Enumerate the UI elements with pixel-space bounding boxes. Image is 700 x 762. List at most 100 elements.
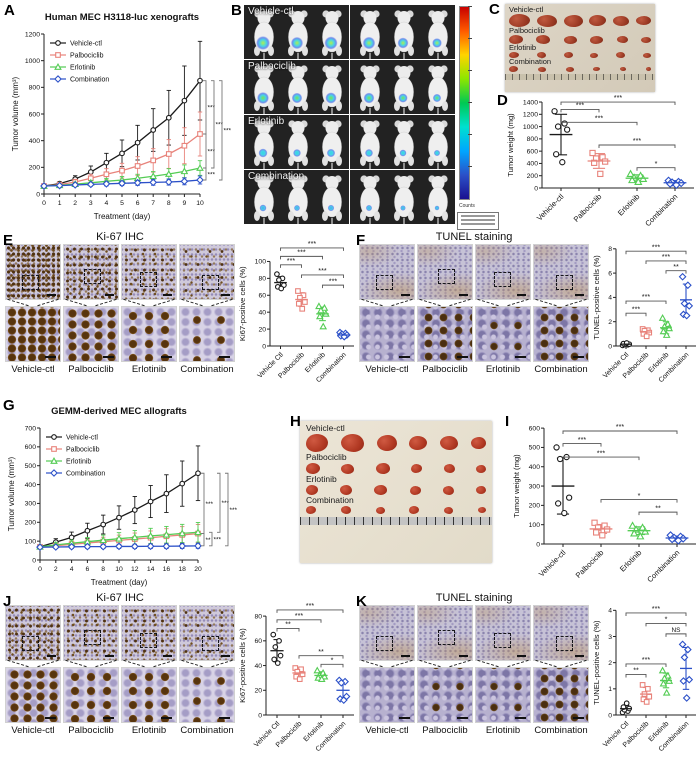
- svg-text:200: 200: [29, 165, 41, 172]
- zoom-connector-lines: [360, 298, 414, 307]
- histology-lowmag-image: [63, 605, 119, 661]
- tumor-specimen: [616, 36, 628, 43]
- panel-k-label: K: [356, 593, 367, 610]
- zoom-region-box: [140, 272, 157, 287]
- histology-lowmag-image: [359, 605, 415, 661]
- tumor-specimen: [563, 35, 577, 44]
- svg-text:0: 0: [262, 343, 266, 350]
- svg-text:3: 3: [608, 634, 612, 641]
- tumor-specimen: [536, 14, 557, 27]
- svg-text:0: 0: [608, 712, 612, 719]
- tumor-specimen: [616, 52, 626, 58]
- treatment-label: Palbociclib: [422, 364, 468, 375]
- panel-k-title: TUNEL staining: [435, 592, 513, 604]
- svg-text:0: 0: [536, 541, 540, 548]
- color-scale-info-box: [457, 212, 499, 230]
- ruler: [300, 517, 492, 525]
- panel-j-title: Ki-67 IHC: [96, 592, 144, 604]
- histology-highmag-image: [475, 667, 531, 723]
- mouse-image-cell: [244, 170, 349, 224]
- mouse-image-row: Combination: [244, 170, 455, 224]
- tumor-specimen: [477, 507, 486, 513]
- svg-text:16: 16: [163, 566, 171, 573]
- tumor-row: Vehicle-ctl: [509, 6, 651, 27]
- tumor-row-label: Combination: [306, 495, 354, 505]
- tumor-specimen: [509, 35, 523, 44]
- svg-text:**: **: [633, 666, 639, 675]
- svg-text:Tumor weight (mg): Tumor weight (mg): [506, 113, 515, 177]
- tumor-specimen: [613, 15, 630, 26]
- svg-text:**: **: [206, 537, 212, 544]
- histology-column: Palbociclib: [63, 244, 119, 375]
- svg-text:0: 0: [36, 191, 40, 198]
- svg-text:60: 60: [258, 293, 266, 300]
- treatment-label: Erlotinib: [485, 364, 521, 375]
- tumor-specimen: [374, 485, 388, 495]
- tumor-specimen: [306, 463, 320, 474]
- scale-bar: [103, 716, 114, 719]
- scale-bar: [401, 294, 410, 296]
- tunel-images-xenograft: Vehicle-ctl Palbociclib Erlotinib Combinati…: [359, 244, 589, 375]
- svg-text:Palbociclib: Palbociclib: [574, 548, 606, 580]
- histology-lowmag-image: [63, 244, 119, 300]
- scale-bar: [457, 716, 468, 719]
- tumor-specimen: [340, 485, 353, 495]
- tumor-specimen: [563, 52, 573, 58]
- histology-column: Combination: [533, 244, 589, 375]
- svg-text:*: *: [655, 159, 658, 168]
- histology-column: Vehicle-ctl: [359, 244, 415, 375]
- svg-text:***: ***: [329, 276, 338, 285]
- tumor-specimen: [590, 35, 604, 44]
- tumor-specimen: [470, 437, 486, 449]
- svg-text:600: 600: [529, 425, 541, 432]
- svg-text:40: 40: [258, 309, 266, 316]
- treatment-label: Vehicle-ctl: [365, 364, 409, 375]
- scale-bar: [575, 655, 584, 657]
- svg-text:***: ***: [308, 239, 317, 248]
- scale-bar: [161, 355, 172, 358]
- svg-text:800: 800: [29, 85, 41, 92]
- svg-text:400: 400: [527, 161, 539, 168]
- svg-text:7: 7: [151, 200, 155, 207]
- svg-text:***: ***: [597, 448, 606, 457]
- histology-highmag-image: [121, 667, 177, 723]
- histology-column: Palbociclib: [417, 605, 473, 736]
- tumor-row: Combination: [509, 58, 651, 72]
- tumor-specimen: [536, 35, 551, 44]
- mouse-group-label: Combination: [248, 171, 305, 182]
- zoom-region-box: [202, 275, 219, 290]
- svg-text:14: 14: [147, 566, 155, 573]
- scale-bar: [103, 355, 114, 358]
- zoom-connector-lines: [64, 298, 118, 307]
- svg-text:Combination: Combination: [645, 548, 681, 584]
- svg-text:8: 8: [101, 566, 105, 573]
- tumor-row: Erlotinib: [509, 44, 651, 58]
- svg-text:300: 300: [529, 483, 541, 490]
- tumor-specimen: [440, 436, 459, 450]
- histology-lowmag-image: [5, 605, 61, 661]
- histology-column: Combination: [533, 605, 589, 736]
- tumor-row-label: Erlotinib: [509, 43, 537, 52]
- tumor-specimen: [340, 434, 364, 452]
- svg-text:80: 80: [258, 276, 266, 283]
- svg-text:*: *: [331, 656, 334, 665]
- zoom-connector-lines: [64, 659, 118, 668]
- zoom-region-box: [376, 636, 393, 651]
- panel-g-chart: GEMM-derived MEC allografts0100200300400…: [7, 406, 238, 587]
- histology-column: Erlotinib: [121, 244, 177, 375]
- mouse-image-cell: [350, 115, 455, 169]
- zoom-connector-lines: [418, 298, 472, 307]
- histology-lowmag-image: [121, 244, 177, 300]
- mouse-group-label: Erlotinib: [248, 116, 285, 127]
- svg-text:2: 2: [54, 566, 58, 573]
- histology-column: Erlotinib: [475, 244, 531, 375]
- svg-text:Combination: Combination: [70, 77, 109, 84]
- tumor-specimen: [635, 16, 651, 25]
- scale-bar: [401, 655, 410, 657]
- zoom-region-box: [494, 272, 511, 287]
- svg-text:0: 0: [258, 712, 262, 719]
- scale-bar: [573, 716, 584, 719]
- histology-lowmag-image: [475, 605, 531, 661]
- scale-bar: [45, 716, 56, 719]
